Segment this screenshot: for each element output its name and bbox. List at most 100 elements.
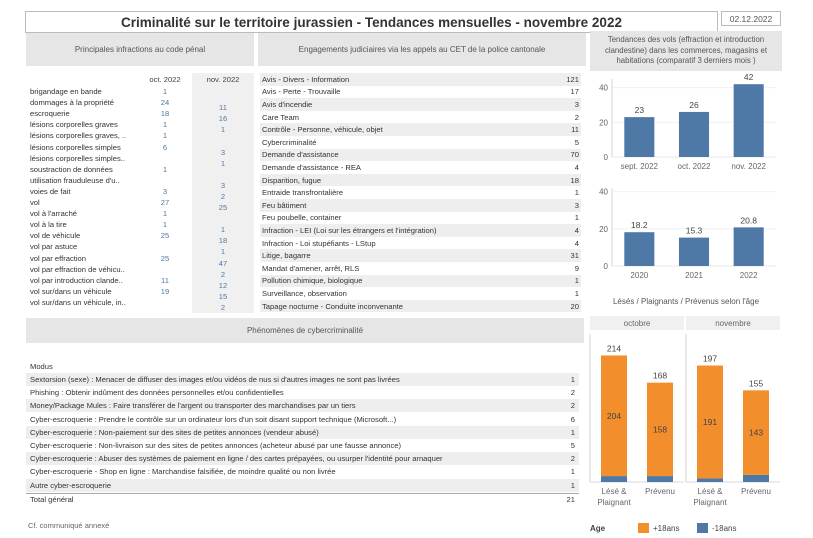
infraction-oct-value: 11 (161, 275, 169, 285)
engagement-value: 4 (574, 162, 579, 172)
engagement-label: Contrôle - Personne, véhicule, objet (262, 125, 383, 135)
legend-item-minor: -18ans (697, 523, 736, 533)
engagement-value: 1 (574, 188, 579, 198)
nov-column-shade (192, 73, 254, 313)
cyber-label: Autre cyber-escroquerie (30, 480, 112, 490)
col-header-nov: nov. 2022 (206, 75, 240, 84)
legend-swatch-adult (638, 523, 649, 533)
engagement-row: Feu poubelle, container 1 (260, 212, 581, 225)
cyber-row: Cyber-escroquerie - Shop en ligne : Marc… (26, 465, 579, 478)
engagement-label: Avis - Divers - Information (262, 74, 350, 84)
cyber-label: Money/Package Mules : Faire transférer d… (30, 401, 356, 411)
infraction-oct-value: 6 (162, 142, 168, 152)
infraction-oct-value: 19 (160, 286, 170, 296)
engagement-row: Avis - Divers - Information 121 (260, 73, 581, 86)
infractions-header: Principales infractions au code pénal (26, 33, 254, 66)
bar-minor (647, 476, 673, 482)
engagement-label: Disparition, fugue (262, 175, 322, 185)
cyber-row: Cyber-escroquerie : Abuser des systèmes … (26, 452, 579, 466)
infraction-nov-value: 16 (218, 114, 228, 124)
x-tick-label: Prévenu (741, 487, 771, 496)
cyber-row: Cyber-escroquerie : Prendre le contrôle … (26, 413, 579, 426)
cyber-label: Cyber-escroquerie : Abuser des systèmes … (30, 454, 443, 464)
x-tick-label-line2: Plaignant (693, 498, 727, 507)
engagement-label: Infraction - Loi stupéfiants - LStup (262, 238, 376, 248)
age-chart: octobre 204 214 Lésé & Plaignant 158 168 Préven… (589, 316, 780, 507)
bar-adult (601, 355, 627, 477)
engagement-value: 18 (570, 175, 579, 185)
adult-value-label: 204 (607, 411, 621, 421)
total-value-label: 197 (703, 354, 717, 364)
infraction-nov-value: 25 (218, 203, 228, 212)
cyber-value: 2 (570, 388, 575, 398)
y-tick-label: 40 (599, 188, 608, 197)
engagement-value: 1 (574, 213, 579, 223)
x-tick-label: oct. 2022 (678, 162, 711, 171)
engagement-value: 3 (574, 99, 579, 109)
bar (678, 111, 710, 157)
age-legend-title: Age (590, 524, 606, 533)
cyber-total-value: 21 (566, 495, 575, 505)
infraction-label: vol à l'arraché (30, 209, 78, 219)
bar-value-label: 20.8 (740, 215, 757, 225)
vols-monthly-chart: 0 20 40 23 sept. 2022 26 oct. 2022 42 nov. 2022 (599, 73, 776, 171)
infraction-label: escroquerie (30, 109, 70, 119)
panel-title: octobre (624, 319, 651, 328)
x-tick-label: Lésé & (698, 487, 724, 496)
bar-value-label: 26 (689, 100, 699, 110)
infraction-label: vol sur/dans un véhicule, in.. (30, 297, 126, 307)
cyber-value: 1 (570, 480, 575, 490)
total-value-label: 168 (653, 371, 667, 381)
cyber-row: Cyber-escroquerie : Non-paiement sur des… (26, 425, 579, 439)
cyber-label: Cyber-escroquerie - Shop en ligne : Marc… (30, 467, 336, 477)
infraction-oct-value: 27 (160, 198, 170, 207)
engagement-value: 20 (570, 301, 579, 311)
age-chart-title: Lésés / Plaignants / Prévenus selon l'âg… (590, 289, 782, 313)
cyber-label: Sextorsion (sexe) : Menacer de diffuser … (30, 375, 400, 384)
bar-adult (743, 390, 769, 475)
infraction-label: dommages à la propriété (30, 98, 114, 108)
engagement-value: 1 (574, 276, 579, 286)
engagement-label: Avis - Perte - Trouvaille (262, 87, 341, 97)
engagement-label: Pollution chimique, biologique (262, 276, 363, 286)
engagement-row: Contrôle - Personne, véhicule, objet 11 (260, 123, 581, 136)
engagement-value: 70 (570, 150, 579, 160)
cyber-row: Money/Package Mules : Faire transférer d… (26, 399, 579, 413)
legend-label-minor: -18ans (712, 523, 737, 533)
infraction-oct-value: 1 (162, 87, 168, 96)
bar-value-label: 15.3 (686, 226, 703, 236)
engagement-row: Demande d'assistance - REA 4 (260, 161, 581, 174)
x-tick-label: 2022 (740, 271, 758, 280)
cyber-value: 1 (570, 467, 575, 477)
infraction-oct-value: 1 (162, 220, 168, 230)
cyber-label: Cyber-escroquerie : Non-livraison sur de… (30, 441, 402, 450)
engagement-row: Entraide transfrontalière 1 (260, 186, 581, 199)
infraction-label: lésions corporelles simples.. (30, 153, 125, 163)
x-tick-label: 2020 (630, 271, 648, 280)
engagement-label: Feu bâtiment (262, 200, 307, 210)
infraction-oct-value: 25 (160, 253, 170, 263)
infraction-oct-value: 1 (162, 131, 168, 141)
infraction-label: vol par astuce (30, 242, 78, 252)
panel-header-bg (686, 316, 780, 330)
engagement-row: Surveillance, observation 1 (260, 287, 581, 300)
infraction-nov-value: 2 (220, 191, 226, 201)
bar-minor (697, 478, 723, 482)
panel-header-bg (590, 316, 684, 330)
x-tick-label: nov. 2022 (731, 162, 766, 171)
infraction-nov-value: 3 (220, 147, 226, 157)
bar-value-label: 42 (744, 73, 754, 82)
cyber-value: 5 (570, 441, 575, 450)
y-tick-label: 0 (604, 153, 609, 162)
engagements-header: Engagements judiciaires via les appels a… (258, 33, 586, 66)
report-date: 02.12.2022 (721, 11, 781, 26)
legend-swatch-minor (697, 523, 708, 533)
infraction-oct-value: 3 (162, 186, 168, 196)
engagement-label: Avis d'incendie (262, 99, 313, 109)
engagement-row: Care Team 2 (260, 111, 581, 124)
adult-value-label: 191 (703, 417, 717, 427)
bar-adult (647, 382, 673, 477)
infraction-label: voies de fait (30, 186, 71, 196)
engagement-value: 31 (570, 251, 579, 261)
infraction-label: vol sur/dans un véhicule (30, 286, 112, 296)
